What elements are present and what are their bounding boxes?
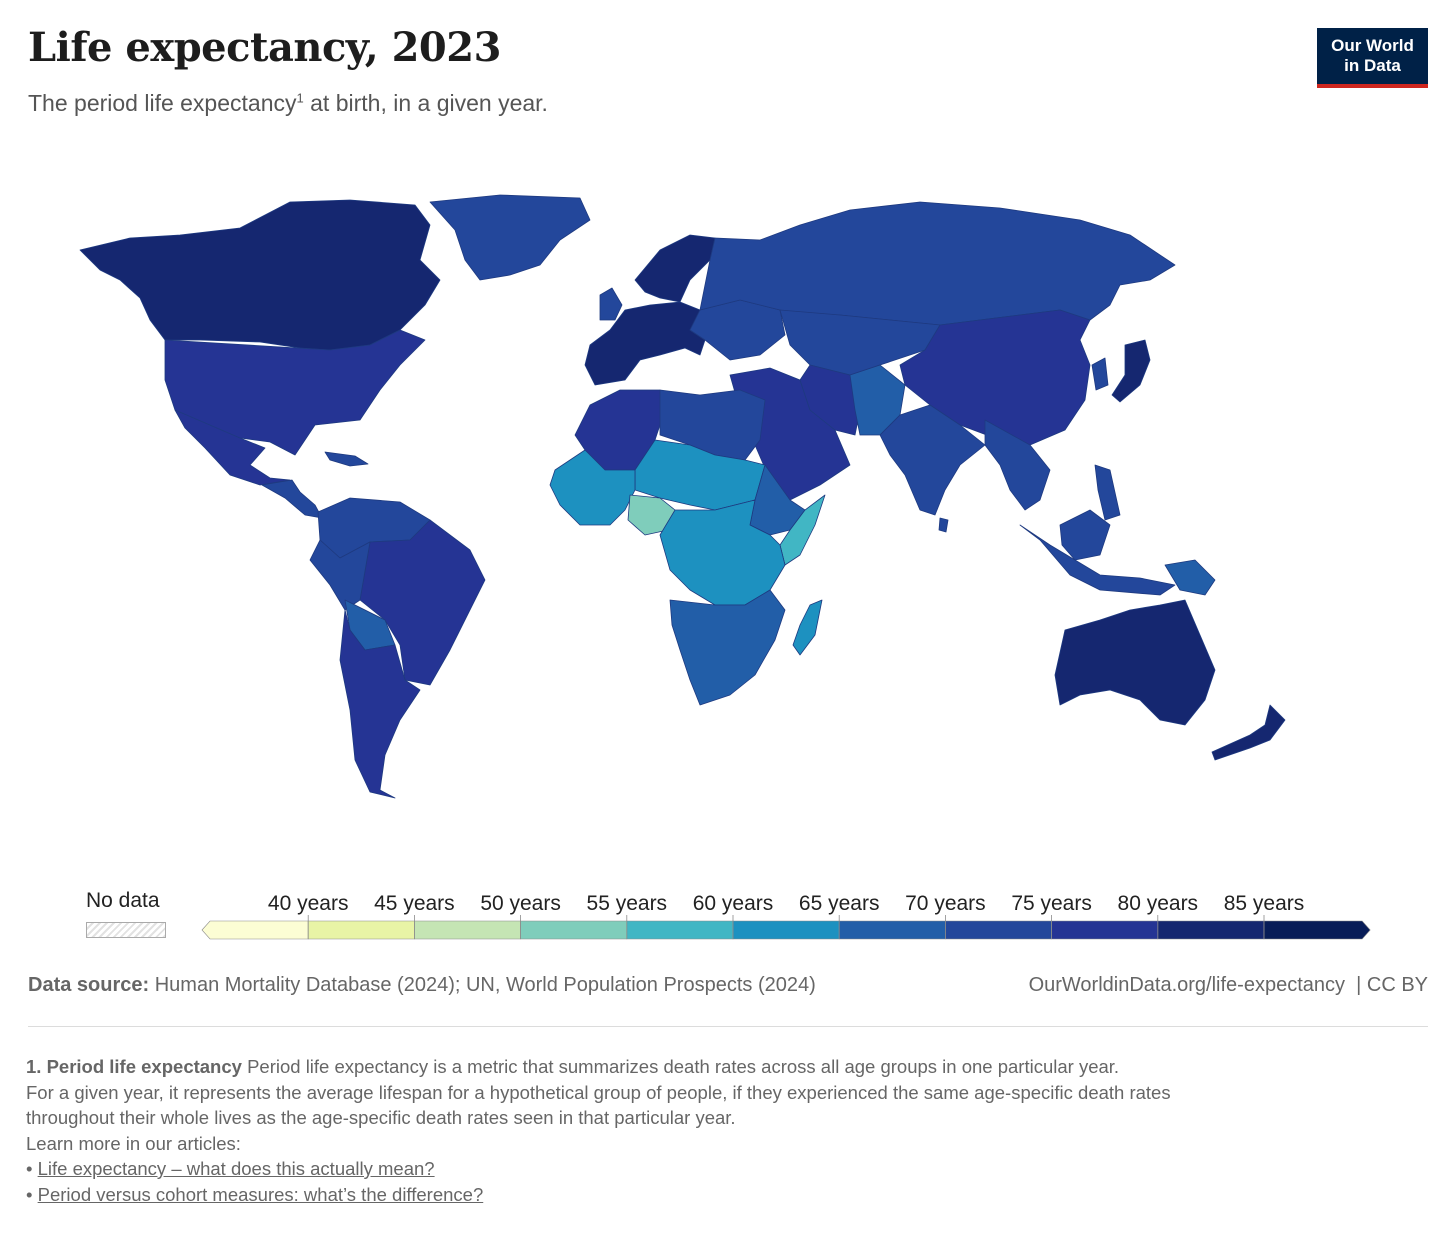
footnote-heading: 1. Period life expectancy — [26, 1056, 242, 1077]
legend-bin-4[interactable] — [626, 920, 734, 940]
data-source: Data source: Human Mortality Database (2… — [28, 974, 816, 997]
footnote-line-2: For a given year, it represents the aver… — [26, 1081, 1171, 1103]
footnotes: 1. Period life expectancy Period life ex… — [26, 1054, 1426, 1207]
license[interactable]: CC BY — [1366, 974, 1428, 996]
region-canada[interactable]: Canada: 82 years — [79, 199, 441, 351]
legend-bin-5[interactable] — [732, 920, 840, 940]
legend-bin-1[interactable] — [307, 920, 415, 940]
legend-no-data-label: No data — [86, 889, 160, 912]
legend-tick-label: 70 years — [905, 892, 986, 915]
legend-bin-2[interactable] — [414, 920, 521, 940]
region-new-zealand[interactable]: New Zealand: 82 years — [1211, 704, 1286, 761]
legend-tick-label: 40 years — [268, 892, 349, 915]
data-source-label: Data source: — [28, 974, 150, 996]
region-central-asia[interactable]: Central Asia: 72 years — [779, 309, 941, 376]
region-sri-lanka[interactable]: Sri Lanka — [938, 517, 949, 533]
region-china[interactable]: China: 78 years — [899, 309, 1091, 446]
subtitle-text-end: at birth, in a given year. — [303, 90, 548, 116]
legend-bin-0[interactable] — [201, 920, 309, 940]
chart-title: Life expectancy, 2023 — [28, 24, 501, 71]
footer-divider — [28, 1026, 1428, 1027]
logo-line-2: in Data — [1344, 56, 1401, 75]
legend-tick-label: 85 years — [1224, 892, 1305, 915]
region-russia[interactable]: Russia: 73 years — [699, 201, 1176, 326]
region-korea[interactable]: Korea — [1091, 357, 1109, 391]
article-link-1[interactable]: Life expectancy – what does this actuall… — [37, 1158, 435, 1179]
region-japan[interactable]: Japan: 84 years — [1111, 339, 1151, 403]
legend-bin-7[interactable] — [945, 920, 1052, 940]
owid-logo[interactable]: Our World in Data — [1317, 28, 1428, 88]
footnote-ref[interactable]: 1 — [296, 90, 304, 106]
region-central-africa[interactable]: Central Africa: 61 years — [659, 499, 786, 606]
region-indonesia[interactable]: Indonesia: 71 years — [1019, 524, 1176, 596]
region-caribbean[interactable]: Caribbean — [324, 451, 369, 467]
legend-no-data-swatch — [86, 922, 166, 938]
article-item-2: • Period versus cohort measures: what’s … — [26, 1183, 484, 1205]
legend-bin-6[interactable] — [838, 920, 946, 940]
footnote-body: Period life expectancy is a metric that … — [241, 1056, 1120, 1077]
subtitle-text: The period life expectancy — [28, 90, 297, 116]
region-southern-africa[interactable]: Southern Africa: 66 years — [669, 589, 786, 706]
legend-tick-label: 60 years — [693, 892, 774, 915]
region-greenland[interactable]: Greenland: 72 years — [429, 194, 591, 281]
region-libya-egypt[interactable]: Libya & Egypt: 71 years — [659, 389, 766, 461]
region-southeast-asia[interactable]: Southeast Asia: 73 years — [984, 419, 1051, 511]
legend-tick-label: 65 years — [799, 892, 880, 915]
data-source-text: Human Mortality Database (2024); UN, Wor… — [149, 974, 816, 996]
world-map[interactable]: Canada: 82 years Greenland: 72 years Uni… — [0, 180, 1456, 830]
logo-line-1: Our World — [1331, 36, 1414, 55]
legend-bin-10[interactable] — [1263, 920, 1371, 940]
footnote-1: 1. Period life expectancy Period life ex… — [26, 1054, 1426, 1080]
region-papua-new-guinea[interactable]: Papua New Guinea: 66 years — [1164, 559, 1216, 596]
region-scandinavia[interactable]: Scandinavia: 83 years — [634, 234, 716, 303]
article-item-1: • Life expectancy – what does this actua… — [26, 1158, 435, 1179]
legend-bin-9[interactable] — [1157, 920, 1265, 940]
region-borneo[interactable]: Borneo — [1059, 509, 1111, 561]
color-legend: 40 years 45 years 50 years 55 years 60 years… — [201, 892, 1371, 940]
source-link[interactable]: OurWorldinData.org/life-expectancy — [1028, 974, 1345, 996]
region-india[interactable]: India: 72 years — [879, 404, 986, 516]
region-west-africa[interactable]: West Africa: 62 years — [549, 449, 636, 526]
legend-tick-label: 80 years — [1118, 892, 1199, 915]
url-divider: | — [1345, 974, 1367, 996]
region-southern-cone[interactable]: Argentina & Chile: 78 years — [339, 609, 421, 799]
footnote-line-3: throughout their whole lives as the age-… — [26, 1107, 736, 1128]
legend-tick-label: 45 years — [374, 892, 455, 915]
source-url: OurWorldinData.org/life-expectancy | CC … — [1029, 974, 1428, 997]
chart-subtitle: The period life expectancy1 at birth, in… — [28, 90, 548, 117]
region-western-europe[interactable]: Western Europe: 82 years — [584, 301, 706, 386]
region-madagascar[interactable]: Madagascar: 64 years — [792, 599, 823, 656]
article-link-2[interactable]: Period versus cohort measures: what’s th… — [37, 1183, 484, 1205]
legend-tick-label: 50 years — [480, 892, 561, 915]
learn-more-label: Learn more in our articles: — [26, 1132, 241, 1154]
region-philippines[interactable]: Philippines — [1094, 464, 1121, 521]
legend-bin-8[interactable] — [1051, 920, 1159, 940]
region-central-america[interactable]: Central America: 74 years — [261, 479, 323, 519]
legend-tick-label: 75 years — [1011, 892, 1092, 915]
region-australia[interactable]: Australia: 83 years — [1054, 599, 1216, 726]
region-uk[interactable]: United Kingdom — [599, 287, 623, 321]
legend-bin-3[interactable] — [520, 920, 628, 940]
legend-tick-label: 55 years — [587, 892, 668, 915]
